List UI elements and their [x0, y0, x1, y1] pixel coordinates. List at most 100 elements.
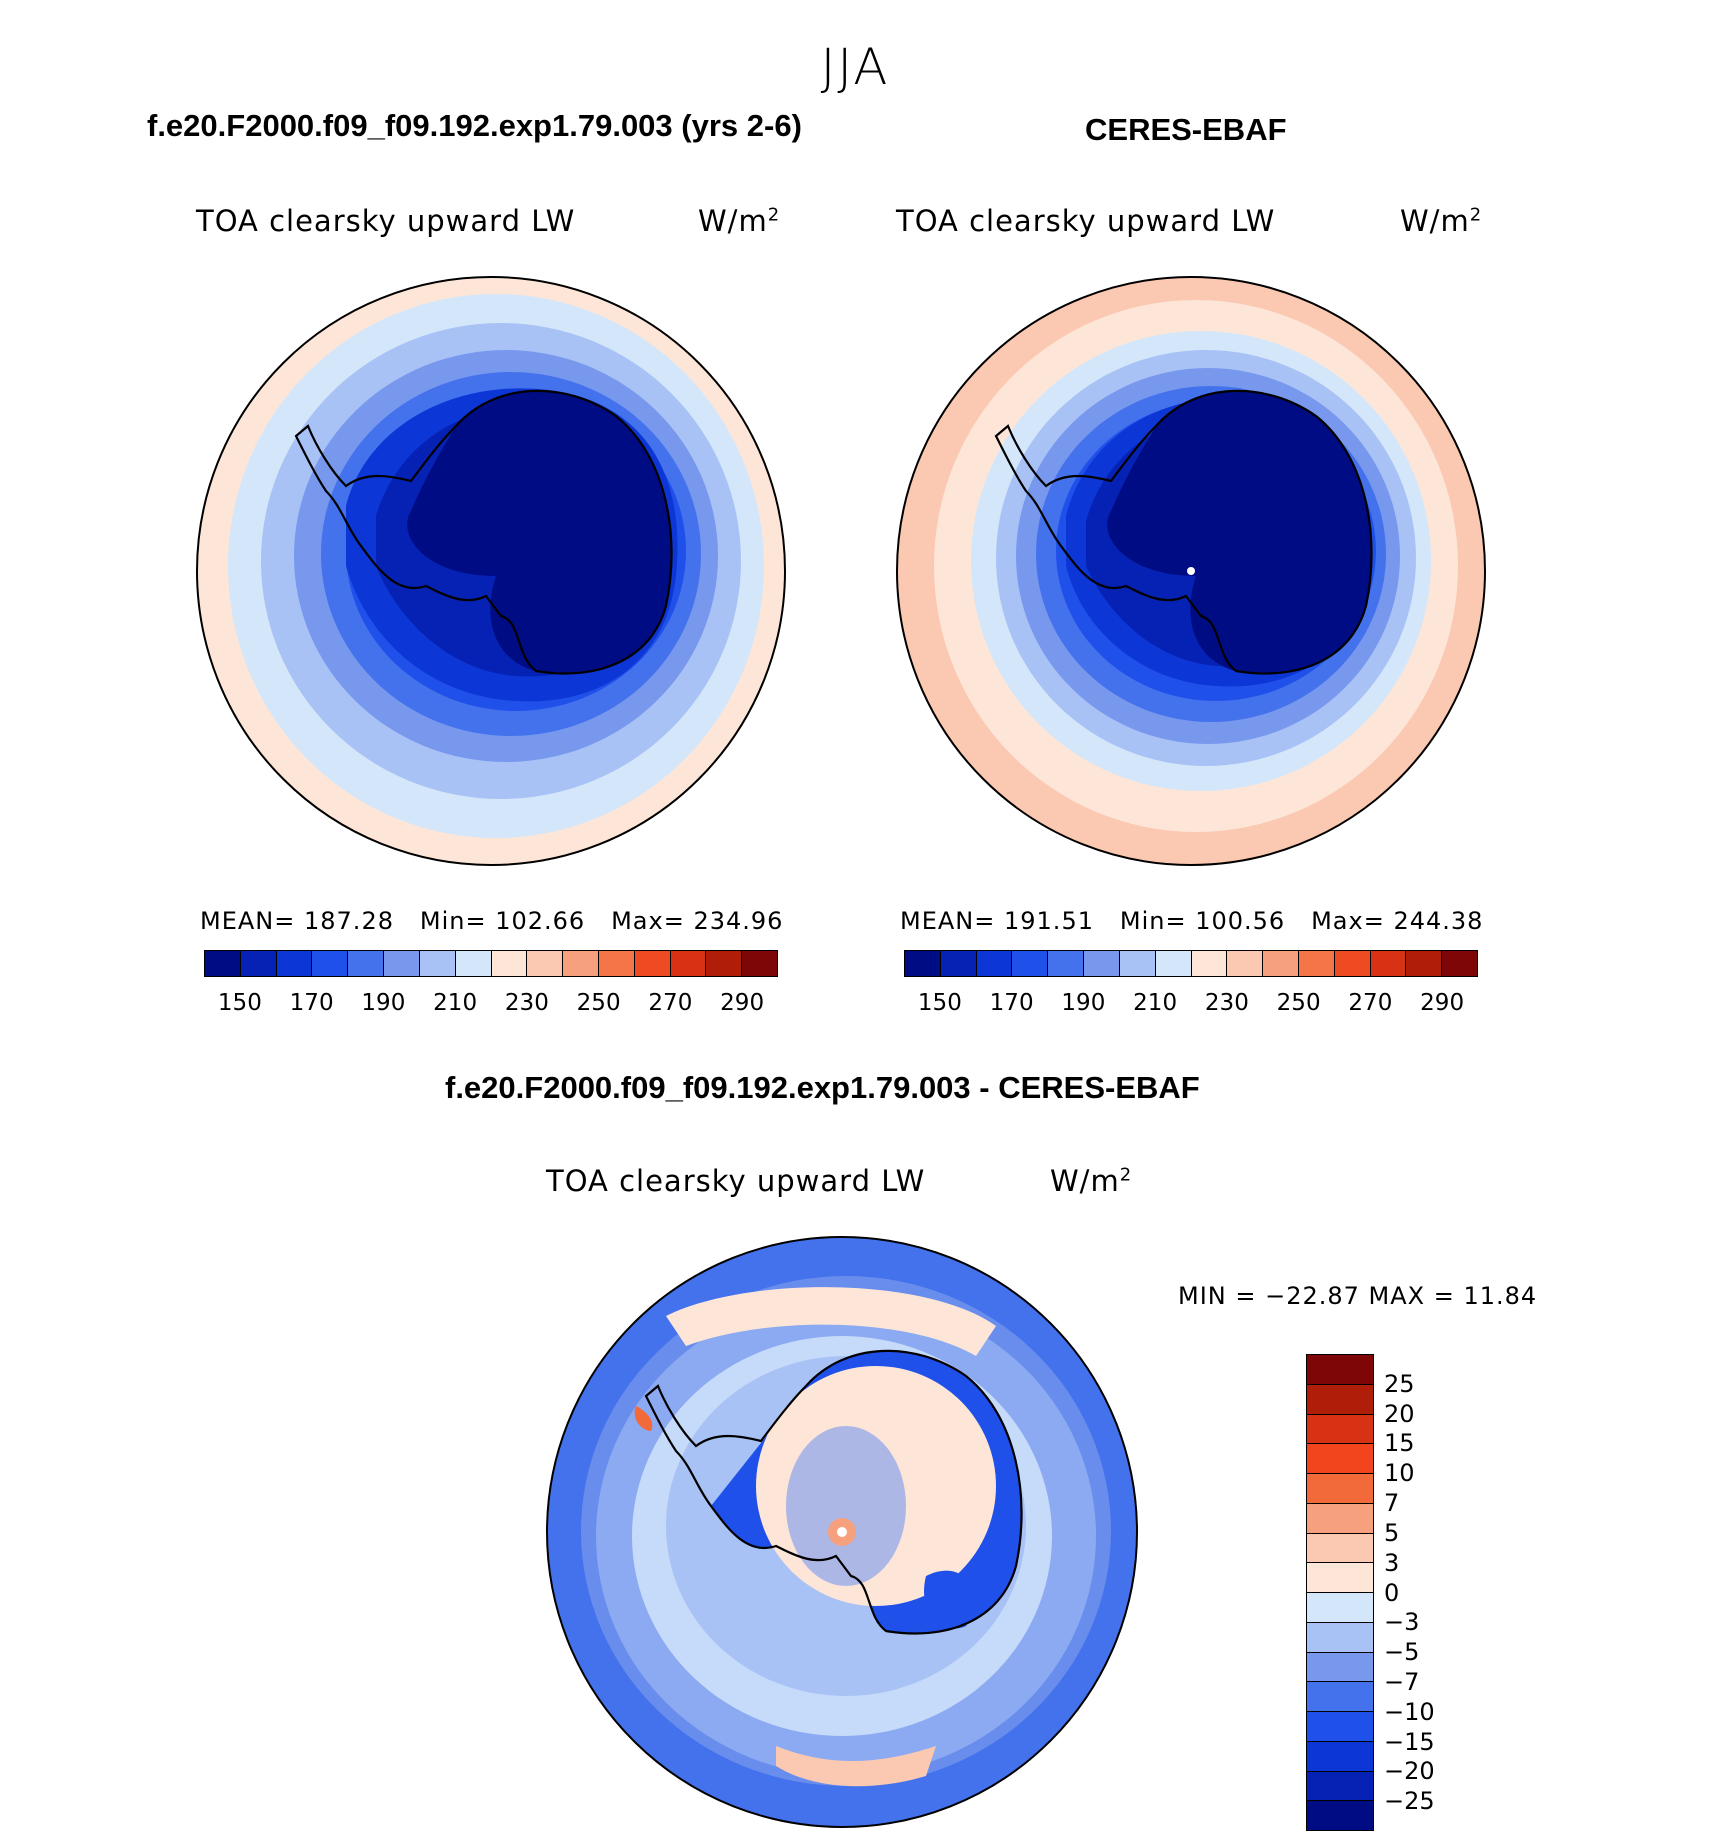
colorbar-tick-label: 250 [1276, 990, 1321, 1016]
colorbar-tick-label: 250 [576, 990, 621, 1016]
colorbar-tick-label: 270 [648, 990, 693, 1016]
colorbar-swatch [276, 951, 313, 976]
colorbar-swatch [1307, 1682, 1373, 1712]
colorbar-swatch [1442, 951, 1477, 976]
colorbar-swatch [1334, 951, 1371, 976]
colorbar-tick-label: 15 [1384, 1429, 1415, 1458]
colorbar-swatch [419, 951, 456, 976]
colorbar-swatch [1307, 1593, 1373, 1623]
colorbar-swatch [1307, 1503, 1373, 1534]
diff-panel-title: f.e20.F2000.f09_f09.192.exp1.79.003 - CE… [445, 1070, 1200, 1105]
colorbar-tick-label: 290 [720, 990, 765, 1016]
colorbar-swatch [1307, 1444, 1373, 1474]
diff-colorbar [1306, 1354, 1374, 1831]
model-variable-label: TOA clearsky upward LW [196, 204, 576, 238]
model-colorbar [204, 950, 778, 977]
colorbar-tick-label: 20 [1384, 1399, 1415, 1428]
colorbar-swatch [905, 951, 941, 976]
colorbar-tick-label: 170 [989, 990, 1034, 1016]
colorbar-swatch [384, 951, 420, 976]
diff-units-label: W/m2 [1050, 1164, 1133, 1198]
diff-polar-map [546, 1236, 1138, 1828]
colorbar-tick-label: −10 [1384, 1697, 1435, 1726]
colorbar-swatch [1012, 951, 1049, 976]
colorbar-tick-label: 10 [1384, 1459, 1415, 1488]
colorbar-swatch [1307, 1622, 1373, 1653]
colorbar-swatch [1155, 951, 1192, 976]
colorbar-swatch [1307, 1533, 1373, 1564]
diff-variable-label: TOA clearsky upward LW [546, 1164, 926, 1198]
colorbar-swatch [240, 951, 277, 976]
colorbar-tick-label: 230 [1204, 990, 1249, 1016]
colorbar-swatch [1307, 1771, 1373, 1802]
colorbar-swatch [491, 951, 528, 976]
colorbar-swatch [1307, 1355, 1373, 1385]
obs-units-label: W/m2 [1400, 204, 1483, 238]
colorbar-tick-label: −5 [1384, 1638, 1420, 1667]
model-panel-title: f.e20.F2000.f09_f09.192.exp1.79.003 (yrs… [147, 108, 802, 143]
colorbar-swatch [312, 951, 349, 976]
colorbar-tick-label: 170 [289, 990, 334, 1016]
obs-polar-map [896, 276, 1486, 866]
colorbar-swatch [1307, 1563, 1373, 1593]
colorbar-swatch [598, 951, 635, 976]
colorbar-tick-label: 190 [1061, 990, 1106, 1016]
model-colorbar-ticks: 150 170 190 210 230 250 270 290 [204, 990, 778, 1018]
colorbar-tick-label: 210 [433, 990, 478, 1016]
diff-minmax: MIN = −22.87 MAX = 11.84 [1178, 1282, 1538, 1310]
colorbar-swatch [205, 951, 241, 976]
colorbar-swatch [1298, 951, 1335, 976]
colorbar-swatch [976, 951, 1013, 976]
season-title: JJA [820, 38, 890, 96]
colorbar-tick-label: −25 [1384, 1787, 1435, 1816]
colorbar-tick-label: 7 [1384, 1489, 1400, 1518]
colorbar-swatch [940, 951, 977, 976]
obs-colorbar-ticks: 150 170 190 210 230 250 270 290 [904, 990, 1478, 1018]
colorbar-tick-label: −15 [1384, 1727, 1435, 1756]
colorbar-tick-label: −20 [1384, 1757, 1435, 1786]
colorbar-tick-label: 25 [1384, 1369, 1415, 1398]
model-polar-map [196, 276, 786, 866]
colorbar-swatch [1263, 951, 1299, 976]
colorbar-swatch [1370, 951, 1407, 976]
colorbar-swatch [1084, 951, 1120, 976]
colorbar-swatch [1307, 1801, 1373, 1830]
colorbar-swatch [1307, 1384, 1373, 1415]
colorbar-tick-label: 150 [917, 990, 962, 1016]
colorbar-tick-label: 290 [1420, 990, 1465, 1016]
colorbar-swatch [563, 951, 599, 976]
colorbar-tick-label: 270 [1348, 990, 1393, 1016]
colorbar-swatch [634, 951, 671, 976]
obs-panel-title: CERES-EBAF [1085, 112, 1287, 147]
colorbar-swatch [1307, 1414, 1373, 1445]
obs-variable-label: TOA clearsky upward LW [896, 204, 1276, 238]
colorbar-swatch [706, 951, 743, 976]
obs-stats: MEAN= 191.51 Min= 100.56 Max= 244.38 [900, 907, 1484, 935]
colorbar-tick-label: 210 [1133, 990, 1178, 1016]
colorbar-swatch [1307, 1712, 1373, 1742]
model-units-label: W/m2 [698, 204, 781, 238]
colorbar-tick-label: 3 [1384, 1548, 1400, 1577]
colorbar-swatch [527, 951, 564, 976]
colorbar-swatch [1307, 1474, 1373, 1504]
colorbar-tick-label: 5 [1384, 1518, 1400, 1547]
colorbar-swatch [1119, 951, 1156, 976]
colorbar-swatch [1227, 951, 1264, 976]
colorbar-swatch [670, 951, 707, 976]
colorbar-tick-label: −7 [1384, 1667, 1420, 1696]
colorbar-swatch [1307, 1652, 1373, 1683]
colorbar-tick-label: 230 [504, 990, 549, 1016]
colorbar-tick-label: −3 [1384, 1608, 1420, 1637]
obs-colorbar [904, 950, 1478, 977]
colorbar-tick-label: 190 [361, 990, 406, 1016]
colorbar-swatch [742, 951, 777, 976]
colorbar-swatch [1406, 951, 1443, 976]
colorbar-tick-label: 150 [217, 990, 262, 1016]
colorbar-swatch [1191, 951, 1228, 976]
colorbar-swatch [1307, 1741, 1373, 1772]
model-stats: MEAN= 187.28 Min= 102.66 Max= 234.96 [200, 907, 784, 935]
colorbar-swatch [1048, 951, 1085, 976]
colorbar-swatch [348, 951, 385, 976]
colorbar-swatch [455, 951, 492, 976]
colorbar-tick-label: 0 [1384, 1578, 1400, 1607]
